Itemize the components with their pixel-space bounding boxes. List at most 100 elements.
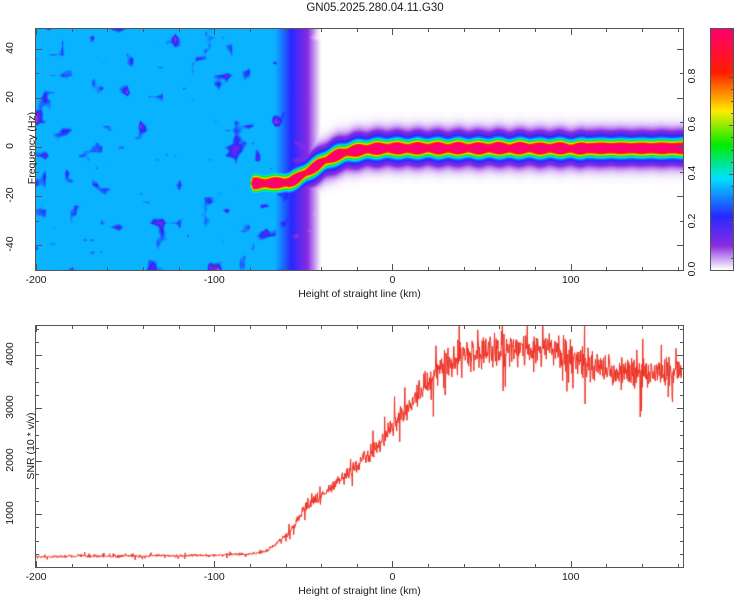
spectrogram-ytick-major-right: [677, 97, 683, 99]
snr-ytick-minor: [36, 328, 39, 330]
snr-x-axis-label: Height of straight line (km): [298, 585, 421, 597]
spectrogram-xtick-minor-top: [642, 29, 643, 32]
snr-xtick-minor: [249, 564, 251, 567]
spectrogram-xtick-minor-top: [463, 29, 465, 32]
spectrogram-ytick-minor-right: [680, 122, 683, 124]
spectrogram-ytick-major: [36, 196, 42, 198]
snr-ytick-minor: [36, 527, 39, 529]
snr-xtick-minor: [107, 564, 109, 567]
snr-y-tick-label: 1000: [4, 501, 16, 525]
snr-xtick-minor: [463, 564, 465, 567]
snr-xtick-major-top: [570, 326, 572, 332]
spectrogram-ytick-major: [36, 97, 42, 99]
snr-ytick-minor-right: [680, 474, 683, 476]
snr-ytick-major: [36, 514, 42, 516]
snr-ytick-minor-right: [680, 553, 683, 555]
snr-ytick-minor-right: [680, 368, 683, 370]
spectrogram-ytick-minor-right: [680, 171, 683, 173]
snr-xtick-minor-top: [499, 326, 501, 329]
snr-x-tick-label: -200: [25, 571, 47, 583]
spectrogram-y-tick-label: 40: [4, 41, 16, 54]
snr-xtick-minor: [642, 564, 643, 567]
spectrogram-xtick-major: [214, 264, 216, 270]
snr-ytick-major-right: [677, 355, 683, 357]
snr-ytick-minor-right: [680, 434, 683, 436]
colorbar-tick-minor: [731, 185, 733, 187]
snr-xtick-minor-top: [677, 326, 679, 329]
snr-xtick-minor: [677, 564, 679, 567]
snr-xtick-minor: [321, 564, 323, 567]
spectrogram-xtick-minor: [178, 267, 180, 270]
snr-xtick-minor: [499, 564, 501, 567]
snr-xtick-minor-top: [463, 326, 465, 329]
snr-ytick-minor: [36, 368, 39, 370]
spectrogram-ytick-minor-right: [680, 220, 683, 222]
snr-ytick-minor-right: [680, 447, 683, 449]
spectrogram-y-axis-label: Frequency (Hz): [26, 111, 38, 185]
spectrogram-x-tick-label: -200: [25, 274, 47, 286]
snr-xtick-major-top: [392, 326, 394, 332]
snr-xtick-minor-top: [428, 326, 430, 329]
snr-ytick-minor: [36, 341, 39, 343]
spectrogram-xtick-minor: [107, 267, 109, 270]
colorbar-tick-minor: [731, 101, 733, 103]
snr-xtick-minor-top: [249, 326, 251, 329]
snr-xtick-major: [570, 561, 572, 567]
snr-xtick-minor: [285, 564, 287, 567]
spectrogram-ytick-major-right: [677, 147, 683, 149]
snr-xtick-minor-top: [178, 326, 180, 329]
snr-ytick-major-right: [677, 408, 683, 410]
colorbar-gradient: [711, 29, 733, 270]
spectrogram-y-tick-label: 0: [4, 143, 16, 149]
spectrogram-y-tick-label: 20: [4, 91, 16, 103]
snr-xtick-minor-top: [321, 326, 323, 329]
snr-y-tick-label: 4000: [4, 342, 16, 366]
colorbar: [710, 28, 734, 271]
snr-xtick-minor: [535, 564, 537, 567]
spectrogram-xtick-minor-top: [535, 29, 537, 32]
snr-ytick-major-right: [677, 514, 683, 516]
spectrogram-xtick-major-top: [392, 29, 394, 35]
snr-ytick-minor-right: [680, 421, 683, 423]
colorbar-tick: [729, 270, 733, 271]
spectrogram-xtick-minor: [642, 267, 643, 270]
spectrogram-ytick-major: [36, 245, 42, 247]
snr-xtick-minor-top: [642, 326, 643, 329]
spectrogram-xtick-major: [570, 264, 572, 270]
colorbar-tick-minor: [731, 149, 733, 151]
spectrogram-x-axis-label: Height of straight line (km): [298, 288, 421, 300]
spectrogram-xtick-major: [392, 264, 394, 270]
spectrogram-xtick-minor-top: [356, 29, 358, 32]
spectrogram-xtick-minor: [677, 267, 679, 270]
figure-title: GN05.2025.280.04.11.G30: [306, 2, 444, 14]
snr-ytick-minor-right: [680, 527, 683, 529]
snr-ytick-minor-right: [680, 500, 683, 502]
snr-ytick-minor-right: [680, 540, 683, 542]
spectrogram-xtick-major-top: [36, 29, 37, 35]
snr-xtick-minor-top: [285, 326, 287, 329]
snr-xtick-minor-top: [356, 326, 358, 329]
snr-ytick-minor: [36, 553, 39, 555]
spectrogram-xtick-minor-top: [71, 29, 73, 32]
snr-xtick-minor: [356, 564, 358, 567]
snr-ytick-minor: [36, 540, 39, 542]
spectrogram-plot-area: [35, 28, 684, 271]
spectrogram-xtick-minor: [321, 267, 323, 270]
snr-xtick-major-top: [214, 326, 216, 332]
colorbar-tick-minor: [731, 41, 733, 43]
snr-xtick-minor-top: [606, 326, 608, 329]
spectrogram-xtick-minor-top: [142, 29, 144, 32]
spectrogram-ytick-major: [36, 48, 42, 50]
spectrogram-y-tick-label: -20: [4, 187, 16, 203]
spectrogram-xtick-minor-top: [178, 29, 180, 32]
spectrogram-xtick-minor: [142, 267, 144, 270]
spectrogram-xtick-minor: [463, 267, 465, 270]
spectrogram-ytick-minor: [36, 220, 39, 222]
colorbar-tick-minor: [731, 53, 733, 55]
colorbar-tick-minor: [731, 245, 733, 247]
spectrogram-xtick-minor-top: [321, 29, 323, 32]
spectrogram-xtick-minor-top: [606, 29, 608, 32]
snr-ytick-major: [36, 461, 42, 463]
colorbar-tick: [729, 77, 733, 79]
colorbar-tick-minor: [731, 209, 733, 211]
